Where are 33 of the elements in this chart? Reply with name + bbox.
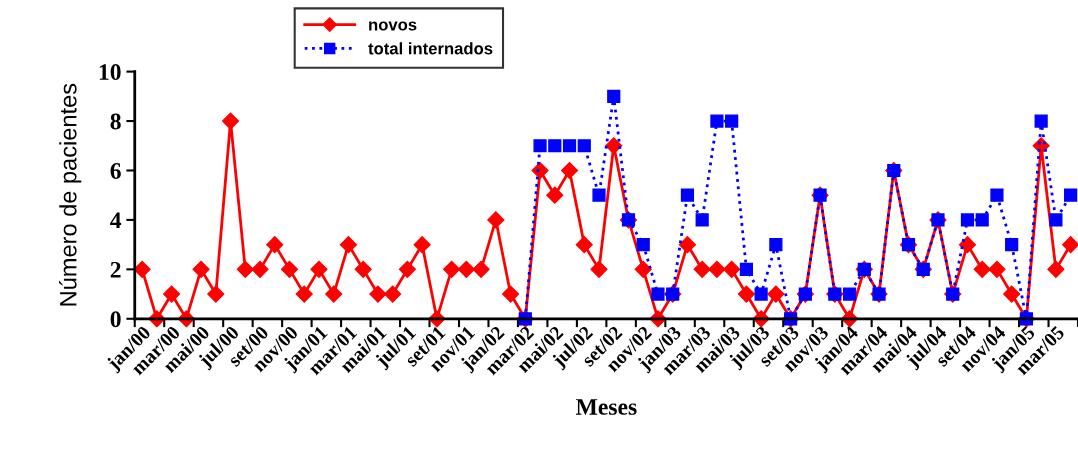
y-tick-label: 10 [99, 64, 121, 81]
point [1034, 114, 1048, 128]
point [548, 139, 562, 153]
y-tick-label: 0 [110, 311, 121, 328]
y-tick-label: 4 [110, 212, 122, 229]
point [739, 262, 753, 276]
point [1005, 238, 1019, 252]
point [533, 139, 547, 153]
y-tick-label: 8 [110, 113, 121, 130]
point [710, 114, 724, 128]
point [562, 139, 577, 153]
point [651, 287, 665, 301]
point [577, 139, 591, 153]
x-axis-title: Meses [575, 399, 637, 415]
y-axis-title: Número de pacientes [58, 83, 82, 306]
point [592, 188, 606, 202]
y-tick-label: 2 [110, 261, 121, 278]
point [990, 188, 1004, 202]
point [725, 114, 739, 128]
point [607, 89, 621, 103]
point [1064, 188, 1078, 202]
point [680, 188, 695, 202]
point [842, 287, 857, 301]
legend-label: novos [369, 21, 417, 31]
point [975, 213, 989, 227]
y-tick-label: 6 [110, 163, 121, 179]
point [754, 287, 768, 301]
point [636, 238, 650, 252]
point [960, 213, 975, 227]
point [769, 238, 783, 252]
point [695, 213, 709, 227]
point [1049, 213, 1063, 227]
legend-label: total internados [368, 42, 493, 55]
